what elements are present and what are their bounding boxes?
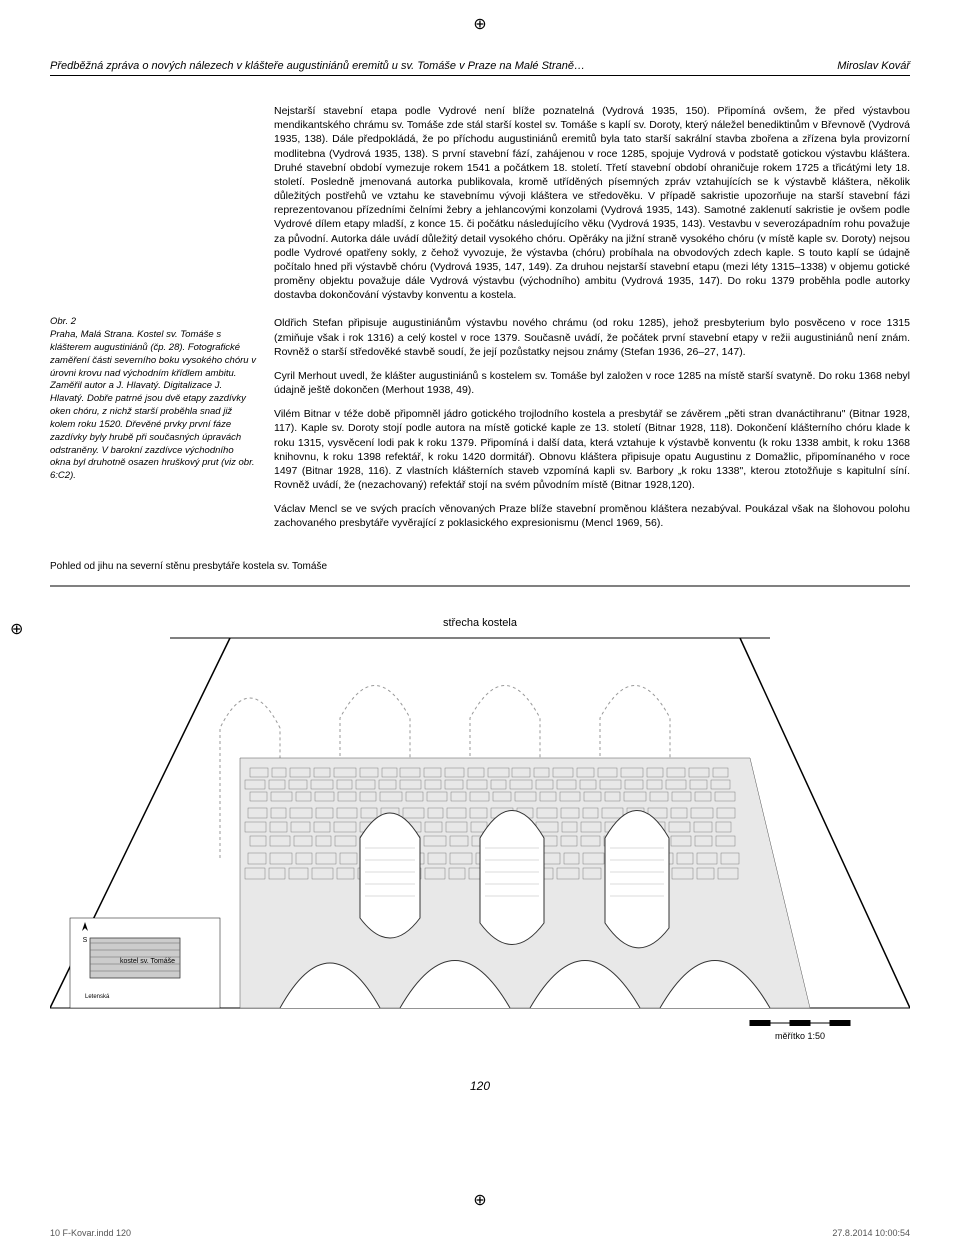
svg-text:S: S xyxy=(83,937,88,944)
figure-area: Pohled od jihu na severní stěnu presbytá… xyxy=(50,561,910,1063)
roof-label: střecha kostela xyxy=(443,617,518,629)
svg-text:měřítko 1:50: měřítko 1:50 xyxy=(775,1031,825,1041)
embedded-windows xyxy=(360,810,669,947)
masonry-wall xyxy=(240,758,810,1008)
body-paragraph: Oldřich Stefan připisuje augustiniánům v… xyxy=(274,316,910,359)
street-label: Letenská xyxy=(85,994,110,1000)
paragraph-intro: Nejstarší stavební etapa podle Vydrové n… xyxy=(274,104,910,302)
header-title: Předběžná zpráva o nových nálezech v klá… xyxy=(50,60,585,72)
running-header: Předběžná zpráva o nových nálezech v klá… xyxy=(50,60,910,76)
body-paragraph: Václav Mencl se ve svých pracích věnovan… xyxy=(274,502,910,530)
footer-filename: 10 F-Kovar.indd 120 xyxy=(50,1228,131,1238)
body-paragraph: Vilém Bitnar v téže době připomněl jádro… xyxy=(274,407,910,492)
crop-mark-top: ⊕ xyxy=(473,14,486,34)
page-content: Předběžná zpráva o nových nálezech v klá… xyxy=(0,0,960,1123)
caption-text: Praha, Malá Strana. Kostel sv. Tomáše s … xyxy=(50,329,256,483)
header-author: Miroslav Kovář xyxy=(837,60,910,72)
figure-caption-sidebar: Obr. 2 Praha, Malá Strana. Kostel sv. To… xyxy=(50,316,256,540)
footer: 10 F-Kovar.indd 120 27.8.2014 10:00:54 xyxy=(50,1228,910,1238)
caption-number: Obr. 2 xyxy=(50,316,256,329)
church-label: kostel sv. Tomáše xyxy=(120,958,175,965)
body-paragraph: Cyril Merhout uvedl, že klášter augustin… xyxy=(274,369,910,397)
footer-timestamp: 27.8.2014 10:00:54 xyxy=(832,1228,910,1238)
main-content: Nejstarší stavební etapa podle Vydrové n… xyxy=(50,104,910,1093)
floorplan-inset: kostel sv. Tomáše Letenská S xyxy=(70,918,220,1008)
two-column-block: Obr. 2 Praha, Malá Strana. Kostel sv. To… xyxy=(50,316,910,540)
crop-mark-left: ⊕ xyxy=(10,619,23,639)
page-number: 120 xyxy=(50,1079,910,1093)
figure-view-label: Pohled od jihu na severní stěnu presbytá… xyxy=(50,561,910,572)
scale-bar: měřítko 1:50 xyxy=(750,1020,850,1041)
architectural-drawing: střecha kostela xyxy=(50,578,910,1058)
body-text-column: Oldřich Stefan připisuje augustiniánům v… xyxy=(274,316,910,540)
crop-mark-bottom: ⊕ xyxy=(473,1190,486,1210)
